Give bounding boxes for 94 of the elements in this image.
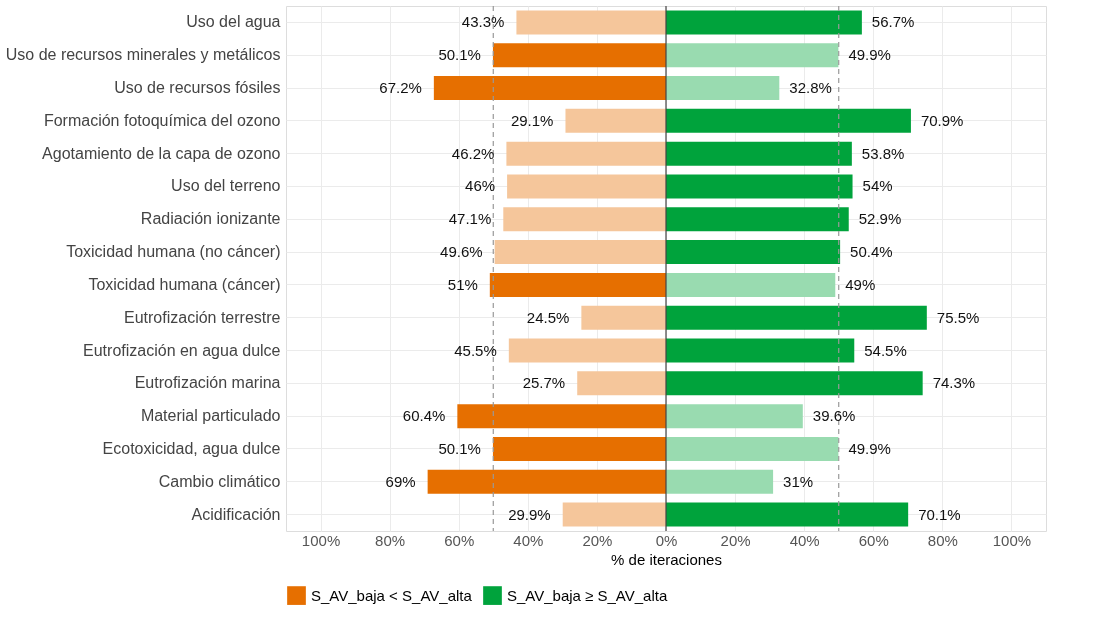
legend-label: S_AV_baja < S_AV_alta <box>311 586 473 604</box>
bar <box>666 240 841 265</box>
bar <box>489 272 666 297</box>
data-label: 47.1% <box>448 210 492 228</box>
data-label: 50.1% <box>438 46 481 64</box>
y-tick-label: Uso del agua <box>186 13 281 31</box>
bar <box>666 371 923 396</box>
bar <box>666 502 909 527</box>
x-axis-title: % de iteraciones <box>611 550 722 568</box>
y-tick-label: Acidificación <box>191 505 281 523</box>
bar <box>666 174 853 199</box>
bar <box>666 272 836 297</box>
y-tick-label: Ecotoxicidad, agua dulce <box>102 439 281 457</box>
data-label: 75.5% <box>936 308 980 326</box>
bar <box>427 469 666 494</box>
data-label: 46.2% <box>451 144 495 162</box>
data-label: 56.7% <box>871 13 915 31</box>
x-tick-label: 20% <box>582 531 613 549</box>
bar <box>666 43 839 68</box>
x-tick-label: 60% <box>444 531 475 549</box>
data-label: 31% <box>783 472 814 490</box>
y-tick-label: Formación fotoquímica del ozono <box>43 111 281 129</box>
data-label: 24.5% <box>526 308 570 326</box>
y-tick-label: Eutrofización marina <box>134 374 281 392</box>
bar <box>507 174 666 199</box>
data-label: 46% <box>465 177 496 195</box>
x-tick-label: 20% <box>720 531 751 549</box>
data-label: 69% <box>385 472 416 490</box>
data-label: 74.3% <box>932 374 976 392</box>
bar <box>494 240 666 265</box>
bar <box>666 305 927 330</box>
data-label: 29.9% <box>508 505 551 523</box>
x-tick-label: 80% <box>375 531 406 549</box>
y-tick-label: Uso de recursos fósiles <box>114 79 281 97</box>
x-tick-label: 0% <box>655 531 678 549</box>
bar <box>666 108 911 133</box>
x-tick-label: 100% <box>992 531 1032 549</box>
y-tick-label: Eutrofización en agua dulce <box>83 341 281 359</box>
bar <box>433 76 666 101</box>
data-label: 54% <box>862 177 893 195</box>
y-tick-label: Uso de recursos minerales y metálicos <box>5 46 281 64</box>
x-tick-label: 40% <box>789 531 820 549</box>
y-tick-label: Eutrofización terrestre <box>123 308 281 326</box>
data-label: 49.9% <box>848 439 891 457</box>
bar <box>492 43 666 68</box>
bar <box>666 404 803 429</box>
data-label: 49.6% <box>440 243 483 261</box>
bar <box>565 108 666 133</box>
data-label: 53.8% <box>861 144 905 162</box>
bar <box>516 10 666 35</box>
bar <box>492 436 666 461</box>
y-tick-label: Material particulado <box>140 407 281 425</box>
y-tick-label: Cambio climático <box>158 472 281 490</box>
x-tick-label: 100% <box>301 531 341 549</box>
bar <box>666 141 852 166</box>
legend-label: S_AV_baja ≥ S_AV_alta <box>507 586 668 604</box>
bar <box>457 404 666 429</box>
bar <box>666 207 849 232</box>
data-label: 25.7% <box>522 374 566 392</box>
y-tick-label: Toxicidad humana (cáncer) <box>88 275 281 293</box>
bar <box>581 305 666 330</box>
data-label: 70.1% <box>918 505 961 523</box>
data-label: 60.4% <box>402 407 446 425</box>
bar <box>666 10 862 35</box>
x-tick-label: 80% <box>927 531 958 549</box>
bar <box>666 469 774 494</box>
data-label: 50.4% <box>850 243 893 261</box>
bar <box>666 436 839 461</box>
y-tick-label: Agotamiento de la capa de ozono <box>42 144 281 162</box>
y-tick-label: Toxicidad humana (no cáncer) <box>66 243 281 261</box>
data-label: 45.5% <box>454 341 497 359</box>
bar <box>508 338 666 363</box>
x-tick-label: 40% <box>513 531 544 549</box>
bar <box>666 338 855 363</box>
data-label: 52.9% <box>858 210 902 228</box>
data-label: 54.5% <box>864 341 907 359</box>
y-tick-label: Radiación ionizante <box>140 210 281 228</box>
data-label: 51% <box>447 275 478 293</box>
bar <box>577 371 666 396</box>
y-tick-label: Uso del terreno <box>171 177 281 195</box>
bar <box>666 76 780 101</box>
data-label: 43.3% <box>461 13 505 31</box>
data-label: 32.8% <box>789 79 832 97</box>
bar <box>506 141 666 166</box>
data-label: 39.6% <box>812 407 856 425</box>
data-label: 70.9% <box>920 111 964 129</box>
data-label: 49% <box>845 275 876 293</box>
bar <box>562 502 666 527</box>
x-tick-label: 60% <box>858 531 889 549</box>
data-label: 67.2% <box>379 79 422 97</box>
data-label: 29.1% <box>510 111 554 129</box>
data-label: 49.9% <box>848 46 891 64</box>
data-label: 50.1% <box>438 439 481 457</box>
bar <box>503 207 666 232</box>
